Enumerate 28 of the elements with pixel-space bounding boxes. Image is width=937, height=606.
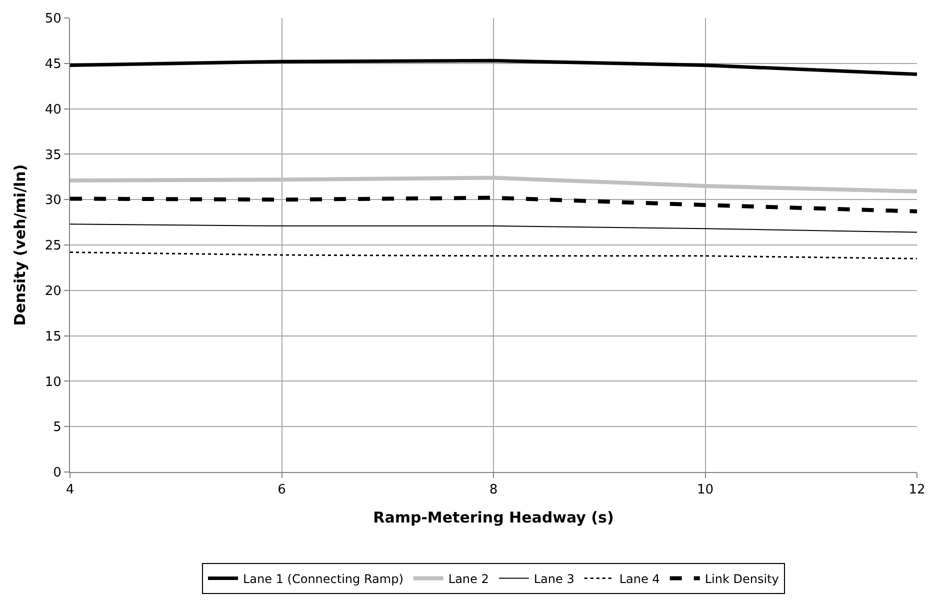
x-tick-label: 6 xyxy=(278,482,286,498)
y-tick-label: 0 xyxy=(53,466,62,481)
line-series xyxy=(70,196,917,214)
y-tick-label: 10 xyxy=(44,374,62,390)
x-tick-label: 12 xyxy=(908,482,926,498)
y-tick-label: 45 xyxy=(44,56,62,72)
legend-label: Lane 4 xyxy=(619,572,660,586)
line-series xyxy=(70,176,917,194)
y-tick-label: 30 xyxy=(44,193,62,208)
legend-label: Lane 3 xyxy=(534,572,574,586)
legend-label: Lane 1 (Connecting Ramp) xyxy=(243,572,404,586)
y-tick-label: 20 xyxy=(44,284,62,299)
y-tick-label: 5 xyxy=(53,420,62,436)
y-tick-label: 50 xyxy=(44,12,62,27)
y-axis-title: Density (veh/mi/ln) xyxy=(11,164,30,326)
y-tick-label: 40 xyxy=(44,102,62,118)
x-tick-label: 10 xyxy=(696,482,714,498)
line-series xyxy=(70,224,917,233)
y-tick-label: 15 xyxy=(44,329,62,344)
y-tick-label: 35 xyxy=(44,148,62,163)
line-series xyxy=(70,252,917,260)
legend-label: Lane 2 xyxy=(448,572,489,586)
y-tick-label: 25 xyxy=(44,238,62,254)
x-tick-label: 4 xyxy=(66,482,74,498)
line-series xyxy=(70,58,917,76)
x-axis-title: Ramp-Metering Headway (s) xyxy=(373,508,614,527)
x-tick-label: 8 xyxy=(489,482,498,498)
legend-label: Link Density xyxy=(704,572,779,586)
